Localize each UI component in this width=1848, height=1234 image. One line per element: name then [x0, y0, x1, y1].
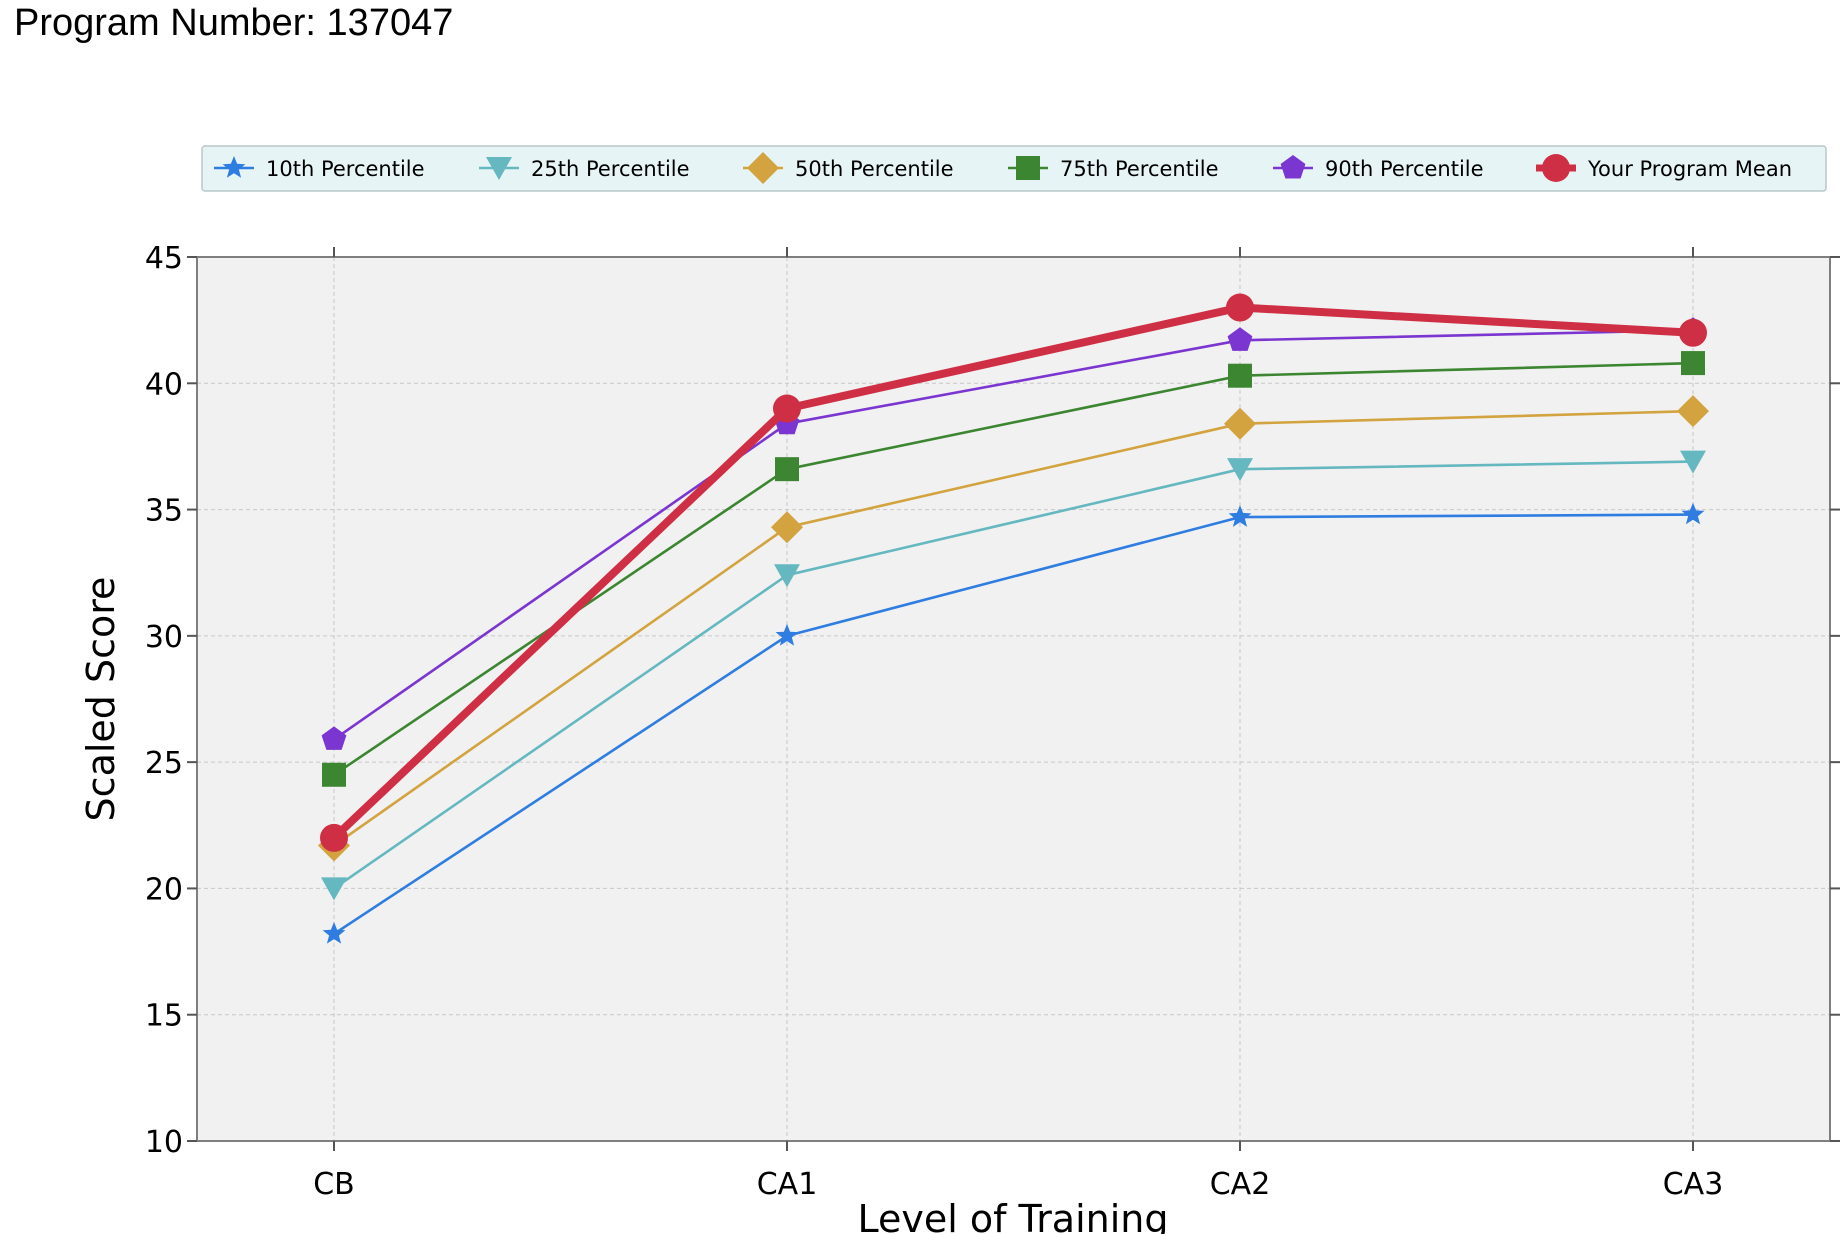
x-tick-label: CA1: [757, 1167, 818, 1202]
series-25th-percentile: [321, 450, 1706, 901]
data-point: [1228, 363, 1252, 388]
data-point: [1681, 351, 1705, 376]
data-point: [1677, 395, 1709, 428]
y-tick-label: 20: [145, 872, 183, 907]
data-point: [1228, 505, 1252, 527]
legend-marker: [222, 156, 246, 178]
data-point: [1681, 502, 1705, 525]
legend-label: 50th Percentile: [795, 157, 954, 181]
series-10th-percentile: [322, 502, 1705, 944]
y-tick-label: 40: [145, 367, 183, 402]
x-axis-title: Level of Training: [857, 1197, 1168, 1234]
data-point: [1679, 318, 1707, 347]
series-line: [331, 303, 1694, 841]
x-tick-label: CA3: [1663, 1167, 1724, 1202]
legend-marker: [486, 157, 512, 180]
legend-item: Your Program Mean: [1536, 154, 1792, 182]
x-tick-label: CB: [313, 1167, 355, 1202]
legend-marker: [1280, 155, 1306, 179]
y-tick-label: 30: [145, 620, 183, 655]
program-number-value: 137047: [326, 2, 454, 44]
legend-item: 10th Percentile: [214, 156, 425, 181]
legend-label: 25th Percentile: [531, 157, 690, 181]
data-point: [322, 762, 346, 787]
legend-marker: [1542, 154, 1570, 182]
data-point: [775, 457, 799, 482]
data-point: [321, 726, 347, 750]
legend-label: 10th Percentile: [266, 157, 425, 181]
data-point: [321, 877, 347, 901]
plot-background: [197, 257, 1830, 1141]
x-tick-label: CA2: [1210, 1167, 1271, 1202]
data-point: [774, 564, 800, 588]
legend-item: 50th Percentile: [743, 152, 954, 184]
legend-label: Your Program Mean: [1587, 157, 1792, 181]
legend: 10th Percentile 25th Percentile 50th Perce…: [201, 145, 1827, 192]
legend-item: 75th Percentile: [1008, 156, 1219, 181]
data-point: [773, 394, 801, 423]
data-point: [320, 823, 348, 852]
data-point: [1227, 327, 1253, 351]
series-lines: [318, 293, 1709, 944]
legend-label: 90th Percentile: [1325, 157, 1484, 181]
program-number-label: Program Number:: [14, 2, 316, 44]
data-point: [1226, 293, 1254, 322]
data-point: [1227, 458, 1253, 482]
data-point: [1680, 450, 1706, 474]
legend-marker: [747, 152, 779, 184]
y-tick-label: 35: [145, 494, 183, 529]
legend-marker: [1016, 156, 1040, 180]
series-your-program-mean: [320, 293, 1707, 852]
series-line: [333, 409, 1694, 847]
data-point: [775, 623, 799, 646]
data-point: [1224, 407, 1256, 440]
legend-label: 75th Percentile: [1060, 157, 1219, 181]
series-50th-percentile: [318, 395, 1709, 862]
data-point: [771, 511, 803, 544]
y-tick-label: 45: [145, 241, 183, 276]
page-title: Program Number: 137047: [14, 2, 453, 45]
series-line: [333, 328, 1694, 741]
legend-item: 90th Percentile: [1273, 155, 1484, 181]
series-line: [333, 460, 1694, 890]
y-tick-label: 15: [145, 999, 183, 1034]
y-tick-label: 25: [145, 746, 183, 781]
y-axis-title: Scaled Score: [79, 577, 123, 822]
plot-frame: [196, 256, 1831, 1142]
legend-item: 25th Percentile: [479, 157, 690, 181]
y-tick-label: 10: [145, 1125, 183, 1160]
data-point: [322, 921, 346, 944]
axis-ticks: 10 15 20 25 30 35 40 45 CB CA1 CA2 CA3: [145, 241, 1840, 1202]
series-line: [333, 513, 1694, 935]
